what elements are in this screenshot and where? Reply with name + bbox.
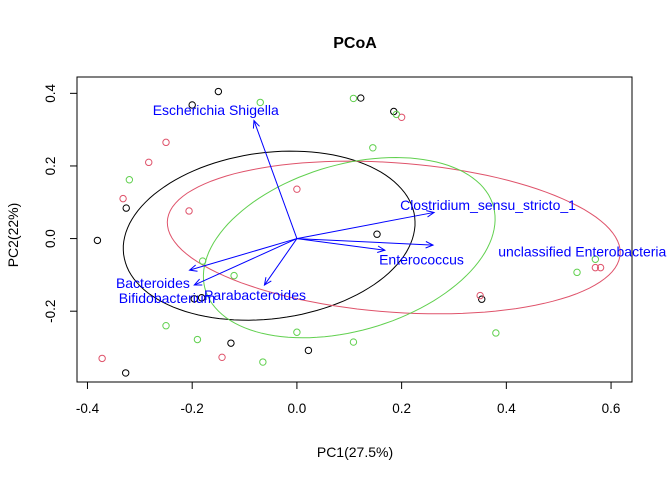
arrow-line [189,238,298,271]
data-point [198,257,207,265]
group-ellipse [122,150,416,321]
y-axis-label: PC2(22%) [5,203,21,268]
data-point [259,358,267,366]
x-axis: -0.4 -0.2 0.0 0.2 0.4 0.6 [76,381,621,416]
x-tick-label: 0.2 [392,401,411,416]
group-ellipse [166,160,621,315]
y-tick-label: -0.2 [43,300,58,323]
arrow-head [252,119,260,129]
data-point [304,346,313,355]
x-tick-label: 0.6 [602,401,621,416]
arrow-line [296,211,435,240]
chart-title: PCoA [333,35,377,52]
data-point [119,194,127,203]
y-axis: -0.2 0.0 0.2 0.4 [43,83,78,323]
arrow-line [264,238,298,286]
data-point [392,110,401,119]
arrow-head [426,210,436,218]
data-point [369,144,377,152]
x-tick-label: -0.4 [76,401,100,416]
data-point [349,338,358,346]
data-point [476,291,484,300]
data-point [185,207,193,215]
data-point [162,138,170,147]
data-point [190,295,198,303]
data-point [591,263,600,272]
data-point [373,230,381,238]
data-point [230,271,238,280]
arrow-label: Parabacteroides [204,287,306,303]
arrow-label: Enterococcus [379,251,464,267]
data-point [218,353,226,362]
data-point [596,263,605,272]
arrow-label: Bifidobacterium [119,290,216,306]
arrow-line [194,238,298,286]
data-point [227,339,235,347]
data-point [193,335,202,344]
group-ellipses [122,150,621,339]
arrow-label: Escherichia Shigella [153,102,279,118]
arrow-label: unclassified Enterobacteria [498,243,666,259]
data-point [293,185,301,193]
data-point [573,268,581,277]
data-point [98,354,106,363]
sample-points [93,87,605,377]
x-tick-label: -0.2 [181,401,204,416]
y-tick-label: 0.2 [43,157,58,176]
data-point [357,94,365,102]
arrow-line [253,120,298,239]
arrow-head [263,277,272,287]
data-point [492,329,500,337]
data-point [162,322,170,330]
y-tick-label: 0.4 [43,83,58,102]
data-point [197,294,206,302]
data-point [591,255,600,263]
arrow-label: Bacteroides [116,275,190,291]
x-tick-label: 0.0 [288,401,307,416]
plot-frame [76,76,633,383]
arrow-head [425,241,435,249]
data-point [188,101,196,109]
data-point [125,176,134,184]
arrow-line [296,238,434,246]
x-axis-label: PC1(27.5%) [317,444,393,460]
y-tick-label: 0.0 [43,229,58,248]
arrow-label: Clostridium_sensu_stricto_1 [400,197,576,213]
data-point [145,158,153,167]
arrow-line [296,238,385,251]
loading-arrows: Escherichia Shigella Clostridium_sensu_st… [116,102,667,306]
arrow-head [193,278,203,286]
data-point [293,328,301,336]
data-point [93,236,102,245]
data-point [256,98,264,107]
x-tick-label: 0.4 [497,401,516,416]
data-point [214,87,223,96]
arrow-head [188,264,198,272]
group-ellipse [202,156,496,339]
arrow-head [377,245,387,253]
data-point [121,369,130,377]
data-point [122,204,130,212]
data-point [478,295,486,303]
data-point [349,94,358,103]
